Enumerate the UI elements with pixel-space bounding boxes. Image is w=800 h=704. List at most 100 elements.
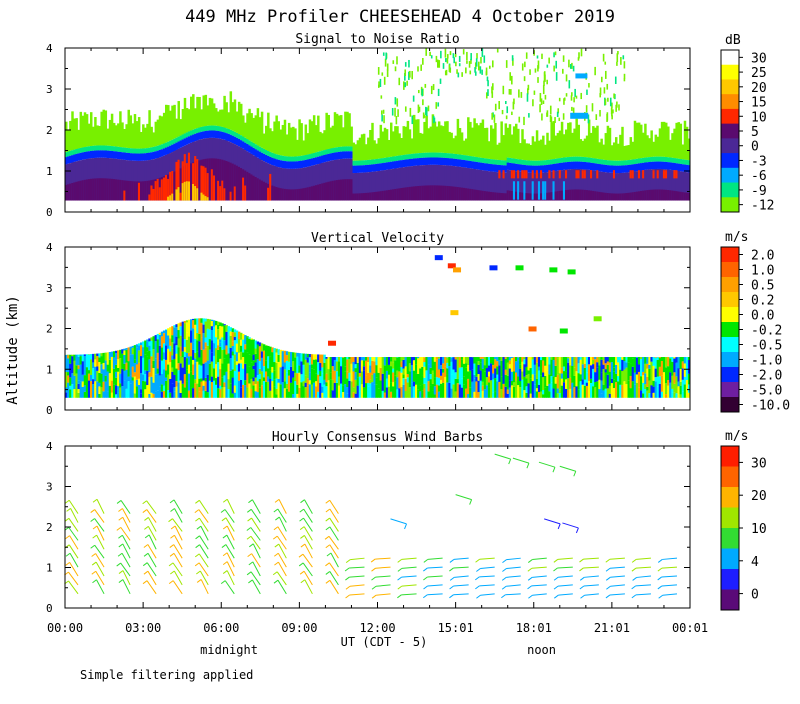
panel-plot-snr — [65, 48, 690, 200]
colorbar-swatch — [721, 109, 739, 124]
y-axis-label: Altitude (km) — [5, 295, 21, 405]
colorbar-label: -9 — [751, 184, 767, 199]
colorbar-swatch — [721, 446, 739, 467]
colorbar-label: 0.0 — [751, 309, 774, 324]
colorbar-label: -2.0 — [751, 369, 782, 384]
colorbar-label: -10.0 — [751, 399, 790, 414]
y-tick-label: 1 — [46, 165, 53, 178]
colorbar-swatch — [721, 322, 739, 338]
colorbar-swatch — [721, 79, 739, 94]
colorbar-label: -1.0 — [751, 354, 782, 369]
colorbar-swatch — [721, 247, 739, 263]
x-tick-label: 09:00 — [281, 621, 317, 635]
colorbar-swatch — [721, 467, 739, 488]
y-tick-label: 1 — [46, 562, 53, 575]
colorbar-label: 0.2 — [751, 294, 774, 309]
colorbar-swatch — [721, 352, 739, 368]
y-tick-label: 0 — [46, 602, 53, 615]
colorbar-swatch — [721, 65, 739, 80]
y-tick-label: 0 — [46, 404, 53, 417]
colorbar-swatch — [721, 50, 739, 65]
colorbar-swatch — [721, 292, 739, 308]
colorbar-label: 20 — [751, 81, 767, 96]
day-label: midnight — [200, 643, 258, 657]
colorbar-swatch — [721, 569, 739, 590]
colorbar-swatch — [721, 397, 739, 413]
colorbar-swatch — [721, 508, 739, 529]
colorbar-swatch — [721, 337, 739, 353]
colorbar-label: 25 — [751, 66, 767, 81]
colorbar-label: 15 — [751, 96, 767, 111]
y-tick-label: 3 — [46, 282, 53, 295]
colorbar-label: -12 — [751, 199, 774, 214]
colorbar-swatch — [721, 528, 739, 549]
x-tick-label: 06:00 — [203, 621, 239, 635]
colorbar-unit: dB — [725, 33, 741, 48]
x-tick-label: 12:00 — [359, 621, 395, 635]
colorbar-label: 30 — [751, 51, 767, 66]
y-tick-label: 2 — [46, 521, 53, 534]
footer-note: Simple filtering applied — [80, 668, 253, 682]
y-tick-label: 2 — [46, 323, 53, 336]
x-tick-label: 18:01 — [516, 621, 552, 635]
colorbar-label: -5.0 — [751, 384, 782, 399]
colorbar-label: 2.0 — [751, 249, 774, 264]
colorbar-label: 0 — [751, 140, 759, 155]
colorbar-swatch — [721, 183, 739, 198]
y-tick-label: 1 — [46, 363, 53, 376]
x-tick-label: 03:00 — [125, 621, 161, 635]
x-tick-label: 21:01 — [594, 621, 630, 635]
colorbar-label: -6 — [751, 169, 767, 184]
chart-title: 449 MHz Profiler CHEESEHEAD 4 October 20… — [185, 7, 615, 27]
colorbar-swatch — [721, 590, 739, 611]
colorbar-swatch — [721, 197, 739, 212]
y-tick-label: 4 — [46, 440, 53, 453]
colorbar-label: -0.5 — [751, 339, 782, 354]
colorbar-swatch — [721, 487, 739, 508]
colorbar-vertical_velocity: m/s2.01.00.50.20.0-0.2-0.5-1.0-2.0-5.0-1… — [721, 230, 790, 414]
panel-title-wind_barbs: Hourly Consensus Wind Barbs — [272, 430, 483, 445]
x-tick-label: 00:00 — [47, 621, 83, 635]
colorbar-label: 10 — [751, 110, 767, 125]
colorbar-label: -0.2 — [751, 324, 782, 339]
colorbar-swatch — [721, 549, 739, 570]
day-label: noon — [527, 643, 556, 657]
y-ticks-wind_barbs: 0 1 2 3 4 — [46, 440, 690, 615]
panel-title-snr: Signal to Noise Ratio — [295, 32, 459, 47]
colorbar-label: 30 — [751, 456, 767, 471]
x-axis-label: UT (CDT - 5) — [341, 635, 428, 649]
y-tick-label: 3 — [46, 83, 53, 96]
colorbar-swatch — [721, 168, 739, 183]
colorbar-swatch — [721, 382, 739, 398]
y-tick-label: 0 — [46, 206, 53, 219]
colorbar-swatch — [721, 94, 739, 109]
y-tick-label: 4 — [46, 42, 53, 55]
colorbar-unit: m/s — [725, 429, 748, 444]
colorbar-unit: m/s — [725, 230, 748, 245]
colorbar-label: 10 — [751, 522, 767, 537]
colorbar-swatch — [721, 262, 739, 278]
panel-title-vertical_velocity: Vertical Velocity — [311, 231, 444, 246]
colorbar-label: 20 — [751, 489, 767, 504]
y-tick-label: 3 — [46, 481, 53, 494]
colorbar-swatch — [721, 307, 739, 323]
colorbar-swatch — [721, 153, 739, 168]
y-tick-label: 4 — [46, 241, 53, 254]
x-tick-label: 15:01 — [438, 621, 474, 635]
colorbar-label: -3 — [751, 154, 767, 169]
panel-wind_barbs: 0 1 2 3 4 Hourly Consensus Wind Barbs m/s30 20 1… — [46, 429, 767, 615]
colorbar-label: 4 — [751, 555, 759, 570]
colorbar-label: 0.5 — [751, 279, 774, 294]
x-tick-label: 00:01 — [672, 621, 708, 635]
colorbar-label: 5 — [751, 125, 759, 140]
colorbar-swatch — [721, 277, 739, 293]
panel-plot-wind_barbs — [64, 454, 677, 598]
colorbar-swatch — [721, 124, 739, 139]
panel-frame-wind_barbs — [65, 446, 690, 608]
colorbar-swatch — [721, 138, 739, 153]
